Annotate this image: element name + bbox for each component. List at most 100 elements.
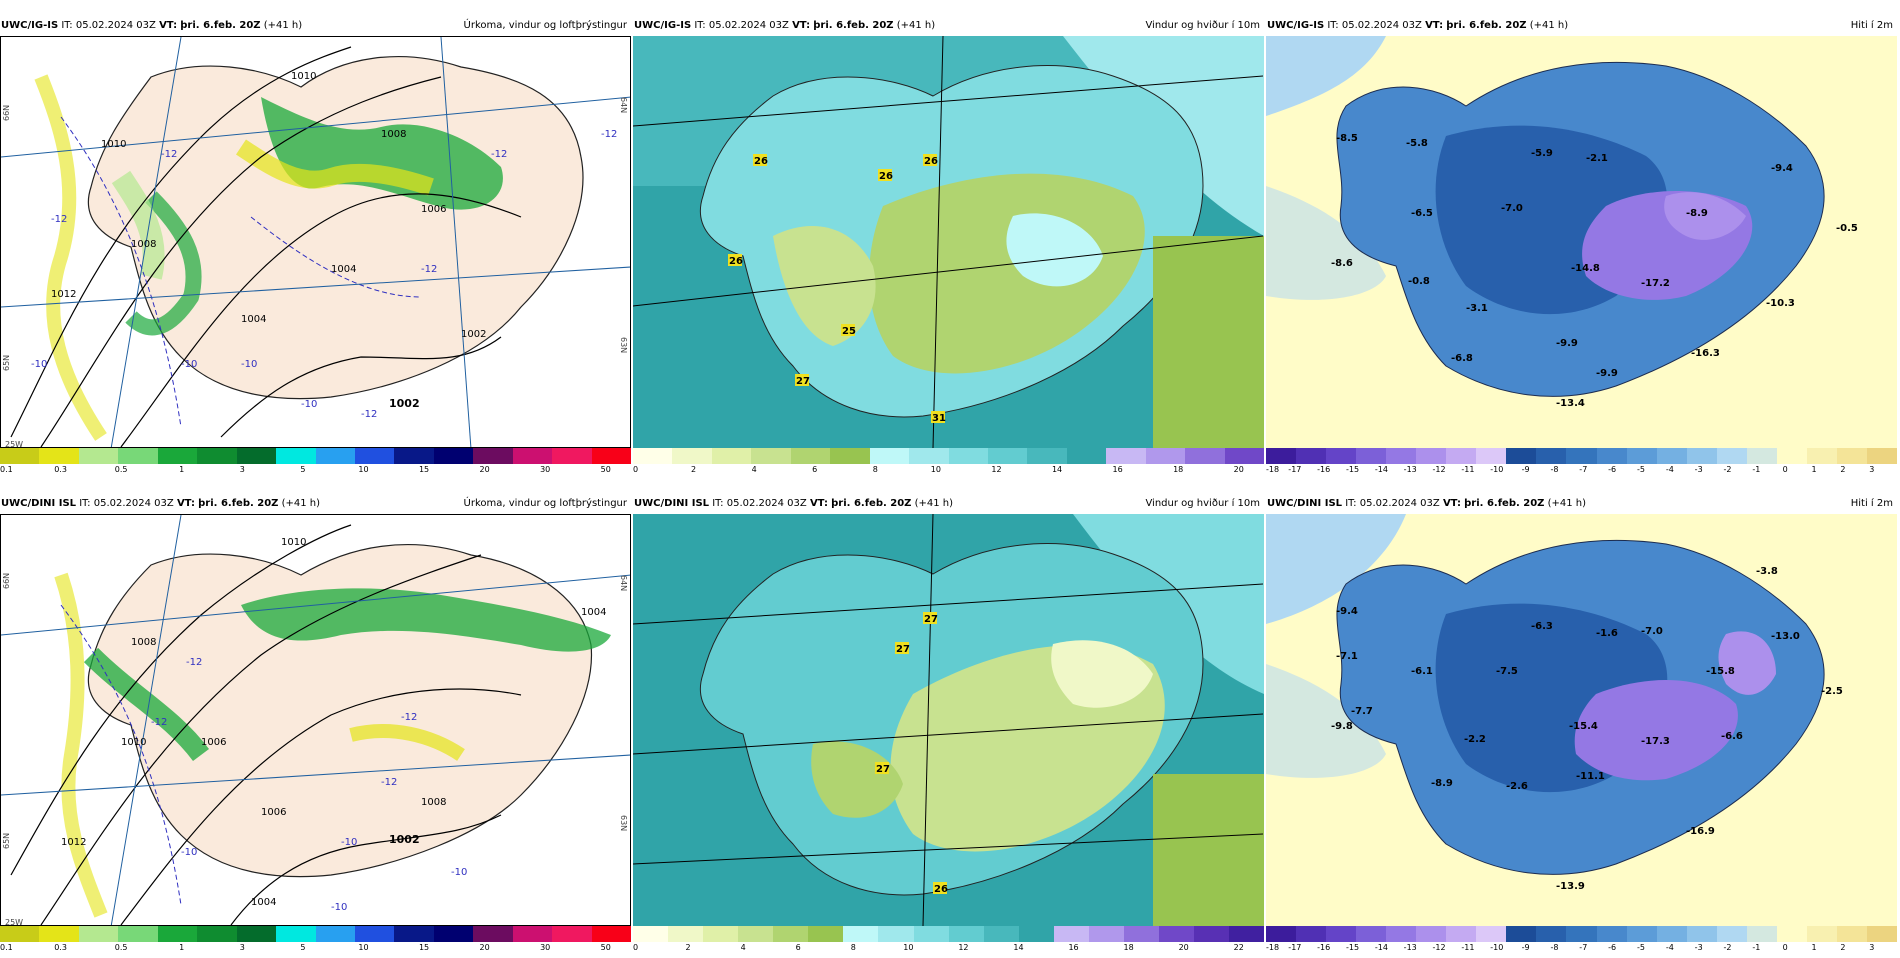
colorbar-tick-label: 3 xyxy=(1869,943,1875,952)
colorbar-tick-label: 20 xyxy=(1233,465,1244,474)
colorbar-tick-label: 50 xyxy=(600,465,611,474)
wind-map[interactable]: 26 26 26 26 25 27 31 xyxy=(633,36,1264,448)
vt-label: VT: xyxy=(1442,498,1461,509)
colorbar-tick-label: 18 xyxy=(1173,465,1184,474)
temp-value: -2.2 xyxy=(1464,734,1486,745)
colorbar-swatch xyxy=(1123,926,1159,942)
colorbar-swatch xyxy=(118,448,158,464)
gust-labels: 27 27 27 26 xyxy=(875,612,948,895)
colorbar-swatch xyxy=(0,926,40,942)
colorbar-ticks: 0 2 4 6 8 10 12 14 16 18 20 xyxy=(633,464,1264,476)
temp-value: -7.0 xyxy=(1641,626,1663,637)
lead-time: (+41 h) xyxy=(263,20,303,31)
colorbar-tick-label: 1 xyxy=(1811,943,1817,952)
vt-label: VT: xyxy=(809,498,828,509)
colorbar-tick-label: -15 xyxy=(1345,943,1360,952)
colorbar xyxy=(1266,448,1897,464)
colorbar-swatch xyxy=(751,448,791,464)
colorbar-swatch xyxy=(1229,926,1265,942)
temp-value: -16.9 xyxy=(1686,826,1715,837)
colorbar-tick-label: 10 xyxy=(358,465,369,474)
colorbar-swatch xyxy=(773,926,809,942)
wind-map[interactable]: 27 27 27 26 xyxy=(633,514,1264,926)
colorbar-swatch xyxy=(1716,926,1747,942)
colorbar-tick-label: -7 xyxy=(1579,943,1588,952)
isobar-label: 1012 xyxy=(61,837,86,848)
colorbar-swatch xyxy=(1266,926,1297,942)
field-name: Úrkoma, vindur og loftþrýstingur xyxy=(463,20,627,31)
temperature-map[interactable]: -9.4 -3.8 -6.3 -7.0 -1.6 -13.0 -7.1 -6.1… xyxy=(1266,514,1897,926)
temp-label: -12 xyxy=(491,149,507,160)
model-name: UWC/DINI ISL xyxy=(634,498,710,509)
temp-label: -10 xyxy=(331,902,347,913)
pressure-label: 1002 xyxy=(389,833,420,846)
colorbar-tick-label: 22 xyxy=(1233,943,1244,952)
isobar-label: 1008 xyxy=(381,129,406,140)
colorbar-tick-label: 20 xyxy=(479,943,490,952)
colorbar-tick-label: 12 xyxy=(958,943,969,952)
gust-label: 27 xyxy=(796,376,810,387)
temp-value: -7.7 xyxy=(1351,706,1373,717)
colorbar-swatch xyxy=(276,926,316,942)
it-label: IT: xyxy=(79,498,91,509)
field-name: Hiti í 2m xyxy=(1850,20,1893,31)
colorbar-swatch xyxy=(1106,448,1146,464)
colorbar-tick-label: 3 xyxy=(239,465,245,474)
temp-value: -17.2 xyxy=(1641,278,1670,289)
colorbar-tick-label: -15 xyxy=(1345,465,1360,474)
colorbar-swatch xyxy=(512,926,553,942)
colorbar-tick-label: -14 xyxy=(1374,465,1388,474)
precip-map[interactable]: 1010 1008 1006 1004 1002 1004 1008 1010 … xyxy=(0,36,631,448)
colorbar-swatch xyxy=(78,926,119,942)
gust-label: 26 xyxy=(754,156,768,167)
colorbar-tick-label: 15 xyxy=(418,943,430,952)
colorbar-swatch xyxy=(157,926,198,942)
temp-value: -9.9 xyxy=(1556,338,1578,349)
colorbar-swatch xyxy=(1626,926,1657,942)
temperature-map[interactable]: -8.5 -5.8 -5.9 -2.1 -9.4 -6.5 -7.0 -8.9 … xyxy=(1266,36,1897,448)
colorbar-swatch xyxy=(1836,448,1867,464)
colorbar-swatch xyxy=(1185,448,1225,464)
colorbar-tick-label: 3 xyxy=(239,943,245,952)
isobar-1006 xyxy=(120,193,522,447)
model-name: UWC/IG-IS xyxy=(634,20,692,31)
colorbar-swatch xyxy=(591,926,631,942)
colorbar-swatch xyxy=(1566,448,1597,464)
colorbar-tick-label: 8 xyxy=(872,465,878,474)
precip-map[interactable]: 1010 1008 1006 1004 1012 1010 1008 1006 … xyxy=(0,514,631,926)
colorbar-tick-label: -4 xyxy=(1665,943,1674,952)
gust-label: 27 xyxy=(876,764,890,775)
colorbar-swatch xyxy=(878,926,914,942)
colorbar-swatch xyxy=(197,448,237,464)
colorbar-swatch xyxy=(197,926,237,942)
colorbar-swatch xyxy=(909,448,949,464)
lat-label: 66N xyxy=(2,105,11,121)
vt-value: þri. 6.feb. 20Z xyxy=(831,498,912,509)
temp-label: -12 xyxy=(186,657,202,668)
colorbar-tick-label: -3 xyxy=(1694,943,1703,952)
isobar-label: 1010 xyxy=(101,139,126,150)
colorbar-tick-label: 10 xyxy=(903,943,914,952)
temp-label: -10 xyxy=(301,399,317,410)
isobar-label: 1006 xyxy=(421,204,446,215)
colorbar-swatch xyxy=(1656,926,1687,942)
colorbar-swatch xyxy=(1866,926,1897,942)
colorbar-swatch xyxy=(552,926,592,942)
isobar-label: 1008 xyxy=(131,637,156,648)
colorbar-swatch xyxy=(433,448,474,464)
isobar-label: 1004 xyxy=(241,314,266,325)
colorbar-tick-label: 0.5 xyxy=(114,465,128,474)
colorbar-swatch xyxy=(1224,448,1264,464)
temp-value: -15.8 xyxy=(1706,666,1735,677)
temp-value: -8.9 xyxy=(1686,208,1708,219)
it-label: IT: xyxy=(1345,498,1357,509)
panel-header: UWC/DINI ISL IT: 05.02.2024 03Z VT: þri.… xyxy=(633,494,1264,514)
temp-label: -10 xyxy=(31,359,47,370)
isobar-label: 1002 xyxy=(461,329,486,340)
colorbar-tick-label: -10 xyxy=(1490,465,1504,474)
model-name: UWC/DINI ISL xyxy=(1267,498,1343,509)
temp-value: -2.6 xyxy=(1506,781,1528,792)
colorbar-tick-label: -18 xyxy=(1266,465,1280,474)
colorbar-swatch xyxy=(1266,448,1297,464)
temp-label: -12 xyxy=(151,717,167,728)
